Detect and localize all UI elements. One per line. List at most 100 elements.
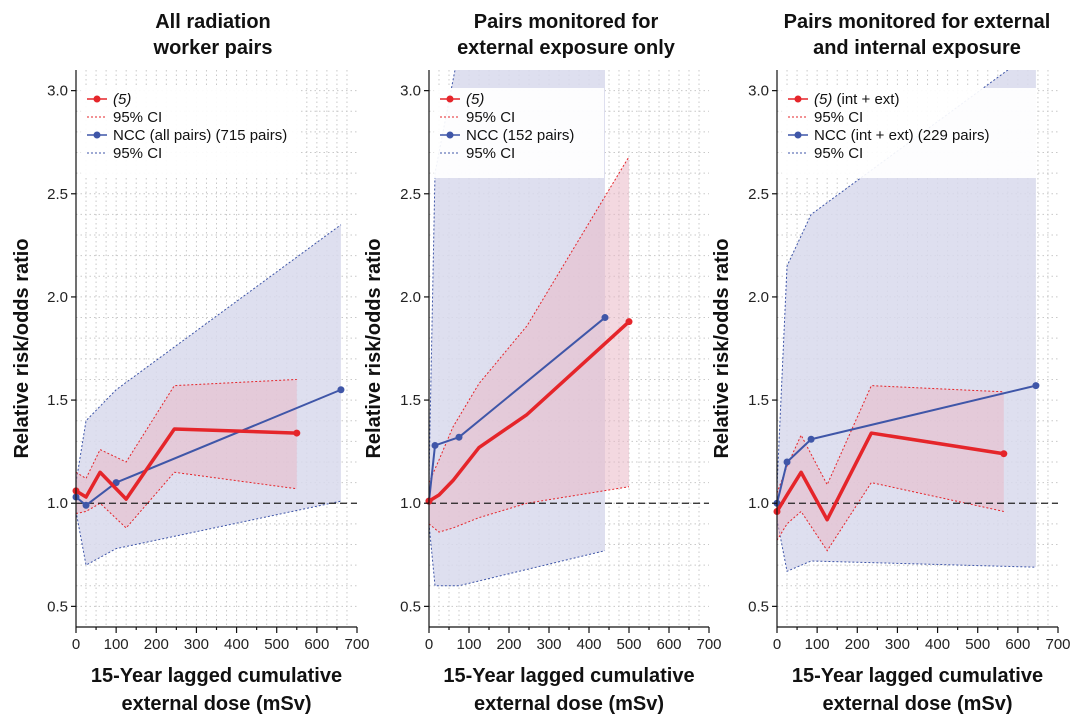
x-axis-label: 15-Year lagged cumulative — [91, 665, 342, 687]
x-tick-label: 400 — [925, 636, 950, 653]
y-tick-label: 1.0 — [400, 495, 421, 512]
legend-marker — [93, 131, 101, 139]
x-tick-label: 600 — [656, 636, 681, 653]
ci-lower-line — [777, 482, 1004, 552]
legend-label: 95% CI — [113, 145, 162, 162]
legend-label: 95% CI — [814, 145, 863, 162]
x-tick-label: 300 — [184, 636, 209, 653]
legend-box — [782, 88, 1036, 178]
legend-marker — [794, 95, 802, 103]
y-tick-label: 2.0 — [47, 289, 68, 306]
data-point — [431, 441, 439, 449]
series-line-red — [775, 431, 1005, 522]
data-point — [82, 501, 90, 509]
y-tick-label: 2.5 — [47, 186, 68, 203]
panel-title: external exposure only — [457, 37, 676, 59]
x-tick-label: 0 — [72, 636, 80, 653]
panel-title: Pairs monitored for external — [784, 11, 1051, 33]
legend-label: NCC (int + ext) (229 pairs) — [814, 127, 989, 144]
x-tick-label: 200 — [845, 636, 870, 653]
x-tick-label: 300 — [885, 636, 910, 653]
x-tick-label: 500 — [616, 636, 641, 653]
legend-box — [434, 88, 604, 178]
x-tick-label: 600 — [1005, 636, 1030, 653]
x-axis-label: external dose (mSv) — [474, 693, 664, 715]
legend-label: (5) — [466, 91, 484, 108]
series-line-blue — [428, 316, 606, 502]
x-tick-label: 100 — [456, 636, 481, 653]
data-point — [293, 429, 301, 437]
ci-lower-line — [777, 519, 1036, 573]
ci-lower-line — [429, 486, 630, 533]
ci-band — [429, 156, 629, 533]
series-line-blue — [75, 388, 342, 507]
legend-marker — [446, 131, 454, 139]
plot-area — [777, 70, 1036, 573]
legend-marker — [794, 131, 802, 139]
data-point — [1000, 450, 1008, 458]
x-tick-label: 100 — [805, 636, 830, 653]
x-axis-label: external dose (mSv) — [121, 693, 311, 715]
legend-marker — [446, 95, 454, 103]
data-point — [807, 435, 815, 443]
plot-area — [76, 224, 342, 566]
chart-panel-2: Pairs monitored for external exposure onl… — [363, 11, 722, 715]
legend-label: 95% CI — [466, 145, 515, 162]
y-tick-label: 1.0 — [47, 495, 68, 512]
legend-label: (5) (int + ext) — [814, 91, 899, 108]
x-tick-label: 400 — [224, 636, 249, 653]
y-tick-label: 2.5 — [400, 186, 421, 203]
panel-title: Pairs monitored for — [474, 11, 659, 33]
y-tick-label: 0.5 — [400, 598, 421, 615]
ci-upper-line — [76, 378, 297, 480]
y-tick-label: 3.0 — [400, 83, 421, 100]
x-tick-label: 100 — [104, 636, 129, 653]
panel-title: worker pairs — [153, 37, 273, 59]
legend-box — [81, 88, 298, 178]
x-tick-label: 200 — [496, 636, 521, 653]
x-axis-label: 15-Year lagged cumulative — [792, 665, 1043, 687]
legend-label: (5) — [113, 91, 131, 108]
ci-upper-line — [777, 385, 1004, 494]
x-tick-label: 0 — [425, 636, 433, 653]
legend-marker — [93, 95, 101, 103]
data-point — [112, 479, 120, 487]
legend-label: 95% CI — [113, 109, 162, 126]
panel-title: All radiation — [155, 11, 271, 33]
x-axis-label: external dose (mSv) — [822, 693, 1012, 715]
x-tick-label: 600 — [304, 636, 329, 653]
x-tick-label: 700 — [1045, 636, 1070, 653]
y-tick-label: 1.5 — [400, 392, 421, 409]
y-tick-label: 2.5 — [748, 186, 769, 203]
y-tick-label: 3.0 — [47, 83, 68, 100]
y-tick-label: 1.5 — [47, 392, 68, 409]
legend-label: 95% CI — [814, 109, 863, 126]
chart-panel-3: Pairs monitored for external and internal… — [711, 11, 1071, 715]
legend-label: NCC (all pairs) (715 pairs) — [113, 127, 287, 144]
x-tick-label: 0 — [773, 636, 781, 653]
y-tick-label: 1.0 — [748, 495, 769, 512]
chart-panel-1: All radiation worker pairs 0.5 1.0 1.5 2.0 2.5… — [11, 11, 370, 715]
x-tick-label: 300 — [536, 636, 561, 653]
y-tick-label: 2.0 — [400, 289, 421, 306]
legend-label: NCC (152 pairs) — [466, 127, 574, 144]
x-tick-label: 500 — [965, 636, 990, 653]
y-axis-label: Relative risk/odds ratio — [11, 238, 33, 458]
data-point — [625, 318, 633, 326]
data-point — [337, 386, 345, 394]
x-tick-label: 700 — [696, 636, 721, 653]
data-point — [601, 314, 609, 322]
panel-title: and internal exposure — [813, 37, 1021, 59]
ci-upper-line — [76, 224, 342, 483]
y-tick-label: 3.0 — [748, 83, 769, 100]
y-axis-label: Relative risk/odds ratio — [711, 238, 733, 458]
data-point — [1032, 382, 1040, 390]
y-tick-label: 0.5 — [47, 598, 68, 615]
series-line-red — [428, 320, 631, 503]
ci-lower-line — [429, 523, 606, 587]
y-tick-label: 1.5 — [748, 392, 769, 409]
